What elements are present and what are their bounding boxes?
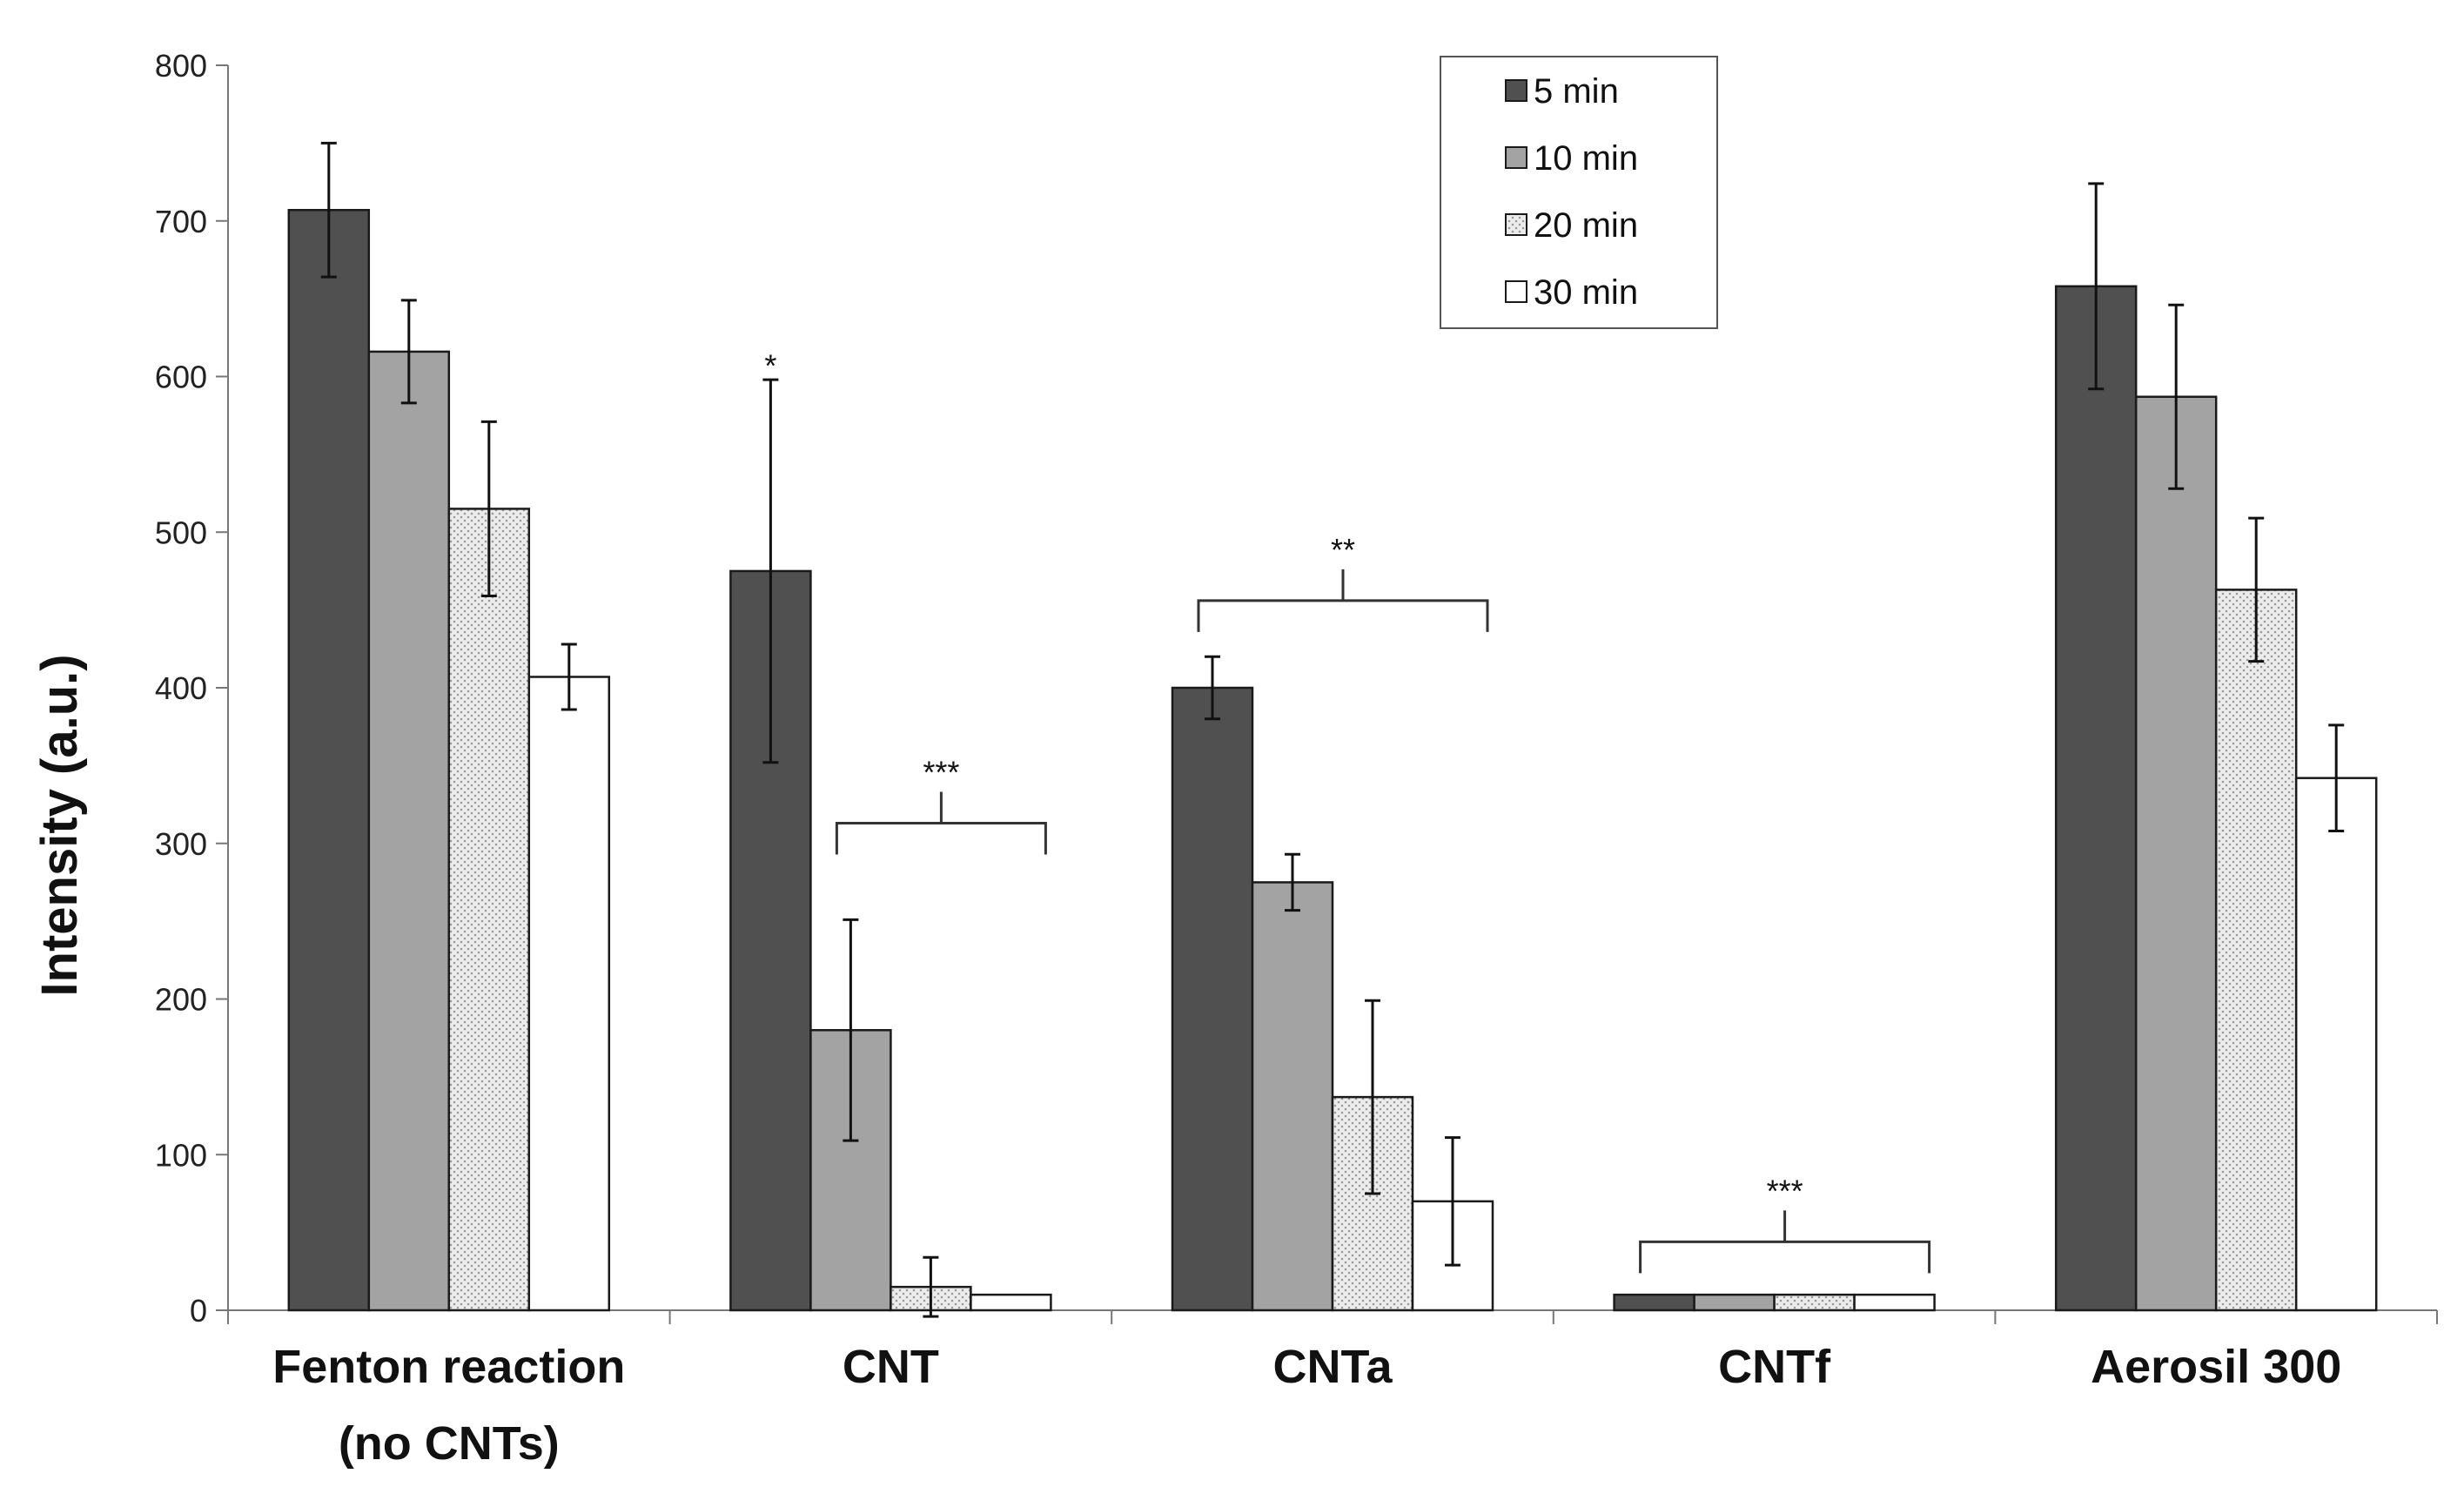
- x-category-label: Aerosil 300: [2091, 1341, 2341, 1393]
- y-tick-label: 400: [155, 670, 207, 706]
- legend-label: 30 min: [1534, 273, 1638, 312]
- x-category-label: Fenton reaction: [272, 1341, 625, 1393]
- legend-swatch: [1505, 146, 1527, 169]
- bar: [447, 508, 531, 1312]
- legend-label: 5 min: [1534, 72, 1619, 111]
- error-bars-layer: [320, 141, 2345, 1318]
- bar: [1773, 1293, 1856, 1312]
- bar: [1693, 1293, 1776, 1312]
- y-axis-title: Intensity (a.u.): [31, 654, 88, 996]
- significance-label: **: [1331, 532, 1355, 568]
- x-category-label: CNT: [843, 1341, 939, 1393]
- legend-swatch: [1505, 79, 1527, 102]
- significance-bracket: [1639, 1240, 1931, 1274]
- bar: [287, 208, 371, 1312]
- legend-label: 20 min: [1534, 206, 1638, 245]
- category-labels: Fenton reaction (no CNTs) CNT CNTa CNTf Aeros…: [272, 1341, 2341, 1470]
- significance-layer: *********: [764, 348, 1931, 1274]
- y-tick-label: 300: [155, 826, 207, 862]
- bar: [2134, 395, 2218, 1312]
- y-tick-label: 0: [190, 1293, 207, 1329]
- bar: [1613, 1293, 1695, 1312]
- legend: 5 min 10 min 20 min 30 min: [1440, 56, 1718, 329]
- y-tick-label: 800: [155, 48, 207, 84]
- x-category-label: CNTa: [1272, 1341, 1393, 1393]
- bar: [2054, 285, 2138, 1312]
- legend-swatch: [1505, 213, 1527, 236]
- y-tick-label: 100: [155, 1137, 207, 1173]
- significance-label: ***: [1767, 1173, 1803, 1208]
- bar: [1171, 686, 1254, 1312]
- significance-bracket: [1197, 599, 1489, 632]
- bars-layer: [287, 208, 2378, 1312]
- bar: [1853, 1293, 1936, 1312]
- legend-swatch: [1505, 280, 1527, 303]
- bar: [2214, 589, 2298, 1312]
- bar: [367, 350, 451, 1312]
- bar: [970, 1293, 1052, 1312]
- y-tick-label: 500: [155, 515, 207, 550]
- legend-label: 10 min: [1534, 139, 1638, 178]
- significance-bracket: [835, 822, 1047, 855]
- x-category-label: CNTf: [1718, 1341, 1831, 1393]
- y-tick-label: 200: [155, 982, 207, 1018]
- y-tick-label: 600: [155, 360, 207, 395]
- x-category-label: (no CNTs): [339, 1417, 560, 1470]
- legend-box: [1440, 56, 1718, 329]
- significance-label: ***: [923, 755, 959, 791]
- bar: [1251, 881, 1334, 1312]
- y-tick-label: 700: [155, 204, 207, 239]
- significance-label: *: [764, 348, 776, 384]
- bar: [2294, 777, 2378, 1312]
- bar: [527, 676, 611, 1312]
